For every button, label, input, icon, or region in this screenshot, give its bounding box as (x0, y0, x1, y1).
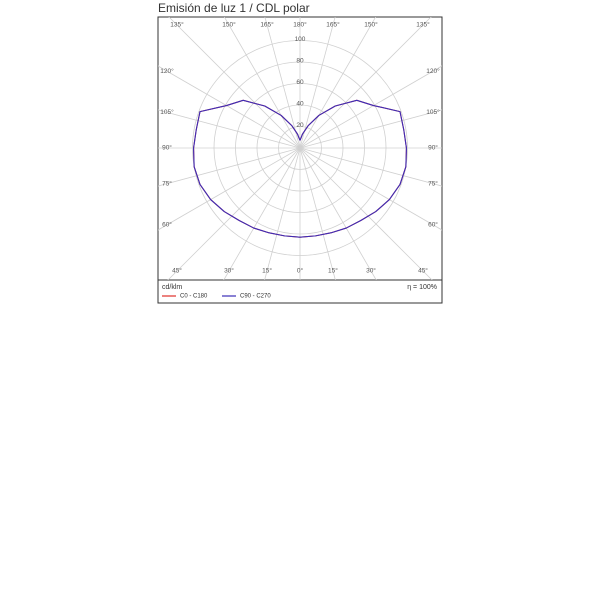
legend-label: C0 - C180 (180, 294, 208, 300)
angle-tick-label: 150° (222, 21, 236, 29)
curves (193, 99, 407, 238)
angle-tick-label: 45° (418, 267, 428, 275)
angle-tick-label: 60° (162, 221, 172, 229)
spoke (158, 147, 301, 187)
spoke (299, 147, 442, 187)
angle-tick-label: 90° (428, 144, 438, 152)
angle-tick-label: 135° (170, 21, 184, 29)
angle-tick-label: 45° (172, 267, 182, 275)
angle-tick-label: 75° (428, 179, 438, 187)
spoke (299, 17, 336, 149)
spoke (168, 17, 301, 149)
spoke (299, 17, 377, 149)
angle-tick-label: 180° (293, 21, 307, 29)
spoke (158, 109, 301, 149)
angle-tick-label: 120° (160, 67, 174, 75)
spoke (264, 17, 301, 149)
spoke (167, 147, 301, 280)
angle-tick-label: 165° (326, 21, 340, 29)
spoke (223, 17, 301, 149)
spoke (299, 109, 442, 149)
chart-title: Emisión de luz 1 / CDL polar (158, 1, 310, 15)
angle-tick-label: 30° (366, 267, 376, 275)
legend-label: C90 - C270 (240, 294, 271, 300)
angle-tick-label: 15° (328, 267, 338, 275)
r-tick-label: 60 (296, 79, 304, 86)
r-tick-label: 100 (295, 36, 306, 43)
angle-tick-label: 75° (162, 179, 172, 187)
angle-tick-label: 120° (426, 67, 440, 75)
efficiency-label: η = 100% (407, 284, 437, 291)
grid (158, 17, 442, 280)
spoke (223, 147, 301, 280)
spoke (158, 147, 301, 231)
angle-tick-label: 60° (428, 221, 438, 229)
angle-tick-label: 105° (426, 108, 440, 116)
angle-tick-label: 90° (162, 144, 172, 152)
r-tick-label: 40 (296, 101, 304, 108)
series-line (193, 99, 407, 238)
spoke (264, 147, 301, 280)
angle-tick-label: 30° (224, 267, 234, 275)
r-tick-label: 20 (296, 122, 304, 129)
angle-tick-label: 0° (297, 267, 304, 275)
angle-tick-label: 15° (262, 267, 272, 275)
spoke (299, 147, 442, 231)
spoke (299, 147, 377, 280)
spoke (158, 65, 301, 149)
angle-tick-label: 105° (160, 108, 174, 116)
spoke (299, 65, 442, 149)
angle-tick-label: 150° (364, 21, 378, 29)
spoke (299, 147, 433, 280)
spoke (299, 17, 432, 149)
angle-tick-label: 135° (416, 21, 430, 29)
r-tick-label: 80 (296, 58, 304, 65)
spoke (299, 147, 336, 280)
unit-label: cd/klm (162, 284, 182, 291)
angle-tick-label: 165° (260, 21, 274, 29)
